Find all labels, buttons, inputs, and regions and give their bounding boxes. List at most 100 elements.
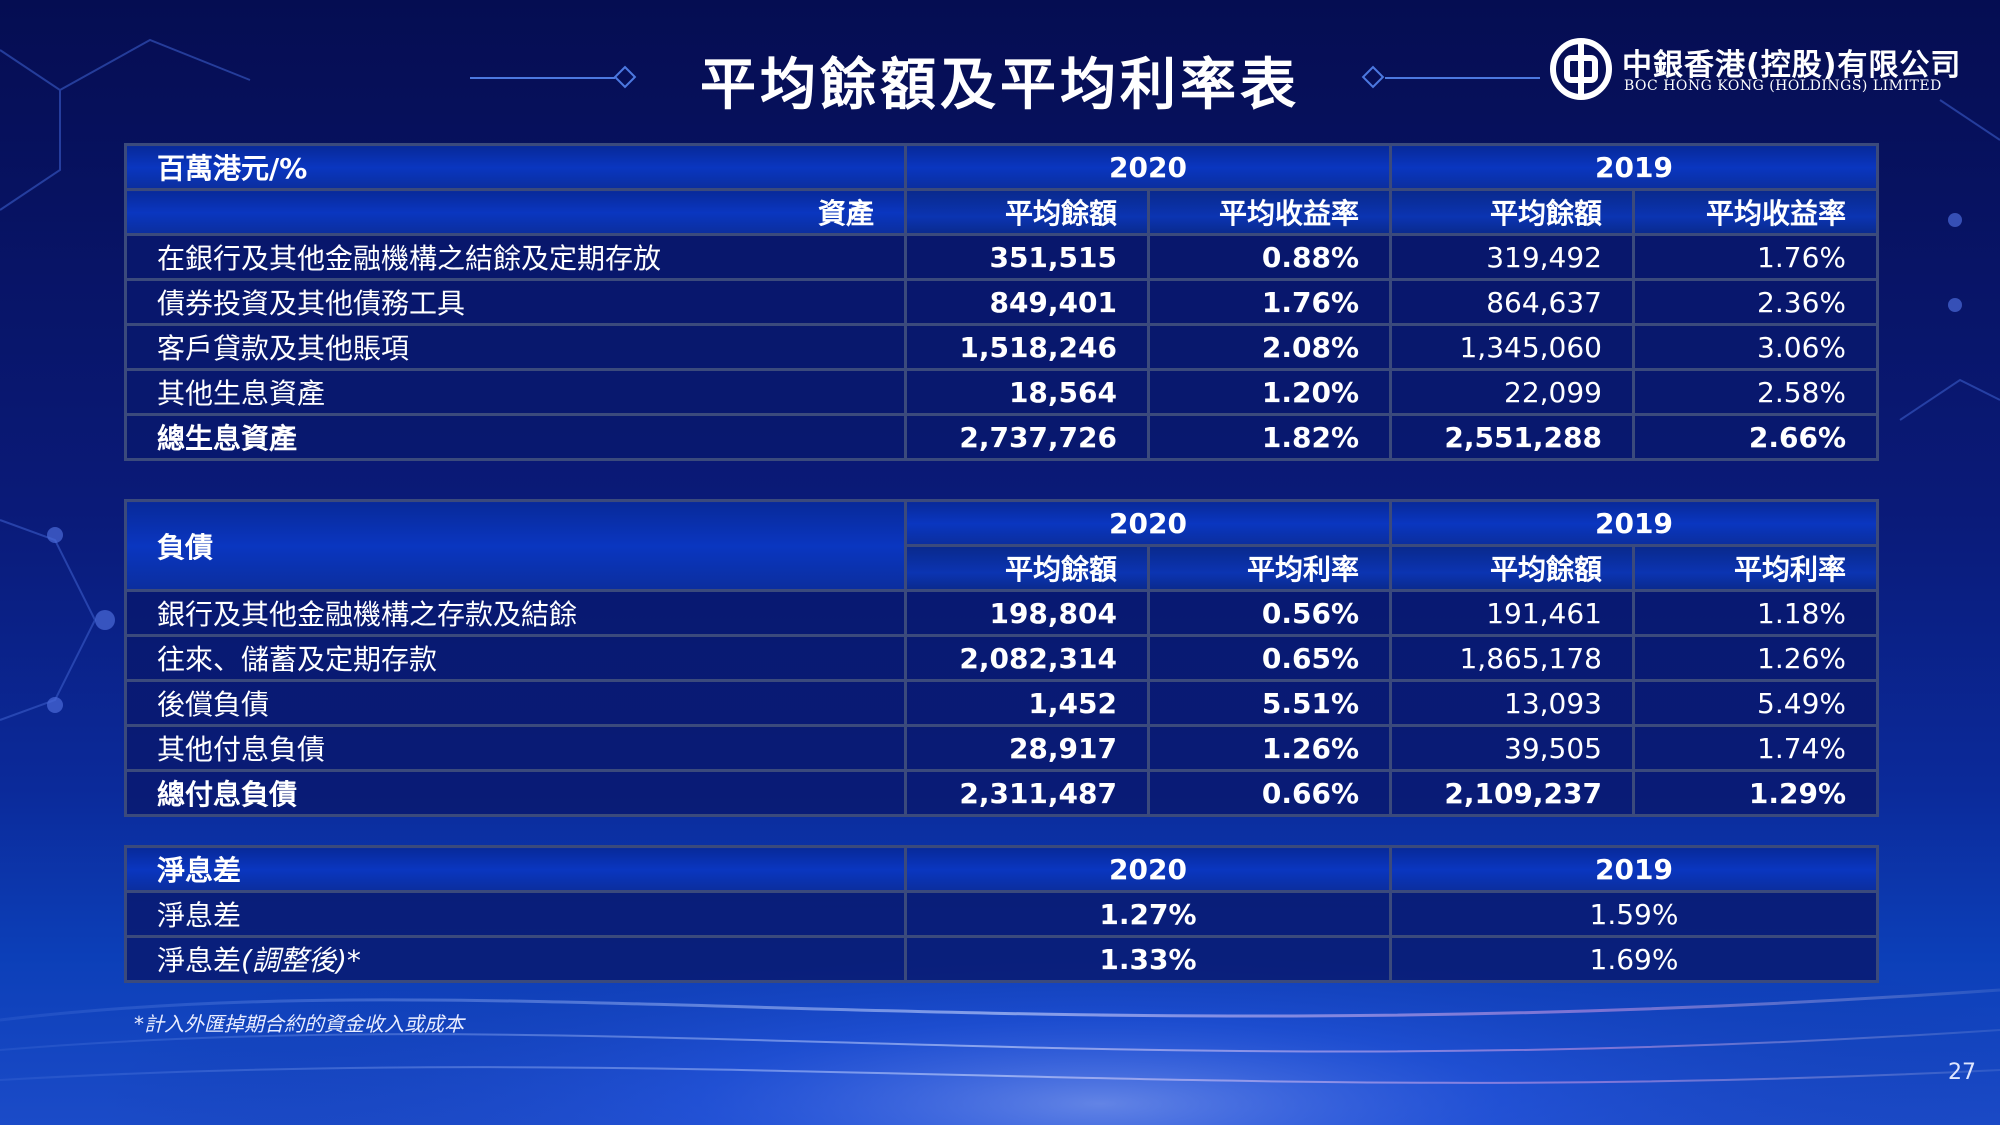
logo-company-name-en: BOC HONG KONG (HOLDINGS) LIMITED [1624, 78, 1942, 94]
balance-2020: 849,401 [904, 278, 1150, 326]
balance-2020: 1,452 [904, 679, 1150, 727]
table-row: 淨息差(調整後)* 1.33% 1.69% [124, 935, 1879, 983]
nim-adjusted-suffix: (調整後)* [241, 944, 361, 977]
balance-2019: 864,637 [1389, 278, 1635, 326]
assets-section-label: 資產 [124, 188, 907, 236]
page-title: 平均餘額及平均利率表 [700, 53, 1300, 118]
rate-2019: 1.29% [1632, 769, 1879, 817]
balance-2020: 1,518,246 [904, 323, 1150, 371]
balance-2019: 191,461 [1389, 589, 1635, 637]
boc-logo-icon [1550, 38, 1612, 100]
liabilities-subheader-row: 平均餘額 平均利率 平均餘額 平均利率 [126, 544, 1879, 592]
rate-2020: 1.20% [1147, 368, 1392, 416]
assets-subheader-row: 資產 平均餘額 平均收益率 平均餘額 平均收益率 [124, 188, 1879, 236]
unit-label: 百萬港元/% [124, 143, 907, 191]
row-label: 往來、儲蓄及定期存款 [124, 634, 907, 682]
rate-2019: 1.74% [1632, 724, 1879, 772]
row-label: 總付息負債 [124, 769, 907, 817]
balance-2020: 28,917 [904, 724, 1150, 772]
balance-2020: 198,804 [904, 589, 1150, 637]
rate-2020: 0.56% [1147, 589, 1392, 637]
table-row: 客戶貸款及其他賬項 1,518,246 2.08% 1,345,060 3.06… [124, 323, 1879, 371]
row-label: 債券投資及其他債務工具 [124, 278, 907, 326]
row-label: 其他付息負債 [124, 724, 907, 772]
rate-2019: 5.49% [1632, 679, 1879, 727]
row-label: 銀行及其他金融機構之存款及結餘 [124, 589, 907, 637]
rate-2020: 5.51% [1147, 679, 1392, 727]
col-avg-yield-2020: 平均收益率 [1147, 188, 1392, 236]
nim-header-row: 淨息差 2020 2019 [124, 845, 1879, 893]
nim-label: 淨息差 [157, 944, 242, 977]
year-2019-header: 2019 [1389, 143, 1879, 191]
total-row: 總付息負債 2,311,487 0.66% 2,109,237 1.29% [124, 769, 1879, 817]
nim-adjusted-2019: 1.69% [1389, 935, 1879, 983]
row-label: 其他生息資產 [124, 368, 907, 416]
assets-table: 百萬港元/% 2020 2019 資產 平均餘額 平均收益率 平均餘額 平均收益… [124, 143, 1879, 461]
table-row: 後償負債 1,452 5.51% 13,093 5.49% [124, 679, 1879, 727]
table-row: 銀行及其他金融機構之存款及結餘 198,804 0.56% 191,461 1.… [124, 589, 1879, 637]
year-2020-header: 2020 [904, 499, 1392, 547]
balance-2020: 351,515 [904, 233, 1150, 281]
footnote: *計入外匯掉期合約的資金收入或成本 [134, 1012, 464, 1036]
balance-2019: 2,551,288 [1389, 413, 1635, 461]
logo-company-name-cn: 中銀香港(控股)有限公司 [1622, 48, 1962, 83]
rate-2019: 2.66% [1632, 413, 1879, 461]
rate-2020: 1.82% [1147, 413, 1392, 461]
row-label: 總生息資產 [124, 413, 907, 461]
table-row: 淨息差 1.27% 1.59% [124, 890, 1879, 938]
nim-2019: 1.59% [1389, 890, 1879, 938]
col-avg-yield-2019: 平均收益率 [1632, 188, 1879, 236]
liabilities-table: 負債 2020 2019 平均餘額 平均利率 平均餘額 平均利率 銀行及其他金融… [124, 499, 1879, 817]
nim-adjusted-2020: 1.33% [904, 935, 1392, 983]
balance-2020: 2,082,314 [904, 634, 1150, 682]
net-interest-margin-table: 淨息差 2020 2019 淨息差 1.27% 1.59% 淨息差(調整後)* … [124, 845, 1879, 983]
balance-2019: 319,492 [1389, 233, 1635, 281]
company-logo: 中銀香港(控股)有限公司 BOC HONG KONG (HOLDINGS) LI… [1550, 38, 1960, 104]
row-label: 淨息差 [124, 890, 907, 938]
liabilities-header-row: 負債 2020 2019 [124, 499, 1879, 592]
nim-2020: 1.27% [904, 890, 1392, 938]
rate-2019: 2.36% [1632, 278, 1879, 326]
total-row: 總生息資產 2,737,726 1.82% 2,551,288 2.66% [124, 413, 1879, 461]
balance-2019: 2,109,237 [1389, 769, 1635, 817]
table-row: 在銀行及其他金融機構之結餘及定期存放 351,515 0.88% 319,492… [124, 233, 1879, 281]
table-row: 其他生息資產 18,564 1.20% 22,099 2.58% [124, 368, 1879, 416]
row-label: 在銀行及其他金融機構之結餘及定期存放 [124, 233, 907, 281]
balance-2019: 13,093 [1389, 679, 1635, 727]
year-2019-header: 2019 [1389, 499, 1879, 547]
nim-section-label: 淨息差 [124, 845, 907, 893]
col-avg-rate-2019: 平均利率 [1632, 544, 1879, 592]
table-row: 債券投資及其他債務工具 849,401 1.76% 864,637 2.36% [124, 278, 1879, 326]
rate-2020: 0.88% [1147, 233, 1392, 281]
row-label: 客戶貸款及其他賬項 [124, 323, 907, 371]
year-2020-header: 2020 [904, 143, 1392, 191]
row-label: 後償負債 [124, 679, 907, 727]
balance-2019: 39,505 [1389, 724, 1635, 772]
rate-2020: 0.65% [1147, 634, 1392, 682]
col-avg-balance-2020: 平均餘額 [904, 188, 1150, 236]
table-row: 其他付息負債 28,917 1.26% 39,505 1.74% [124, 724, 1879, 772]
balance-2019: 1,865,178 [1389, 634, 1635, 682]
col-avg-rate-2020: 平均利率 [1147, 544, 1392, 592]
rate-2020: 0.66% [1147, 769, 1392, 817]
rate-2019: 1.76% [1632, 233, 1879, 281]
rate-2019: 1.26% [1632, 634, 1879, 682]
balance-2019: 1,345,060 [1389, 323, 1635, 371]
rate-2019: 3.06% [1632, 323, 1879, 371]
liabilities-section-label: 負債 [124, 499, 907, 592]
year-2020-header: 2020 [904, 845, 1392, 893]
nim-label: 淨息差 [157, 899, 242, 932]
row-label: 淨息差(調整後)* [124, 935, 907, 983]
col-avg-balance-2020: 平均餘額 [904, 544, 1150, 592]
balance-2019: 22,099 [1389, 368, 1635, 416]
col-avg-balance-2019: 平均餘額 [1389, 544, 1635, 592]
rate-2019: 1.18% [1632, 589, 1879, 637]
balance-2020: 2,737,726 [904, 413, 1150, 461]
rate-2020: 1.26% [1147, 724, 1392, 772]
year-2019-header: 2019 [1389, 845, 1879, 893]
col-avg-balance-2019: 平均餘額 [1389, 188, 1635, 236]
rate-2020: 2.08% [1147, 323, 1392, 371]
rate-2019: 2.58% [1632, 368, 1879, 416]
balance-2020: 2,311,487 [904, 769, 1150, 817]
page-number: 27 [1948, 1060, 1976, 1085]
